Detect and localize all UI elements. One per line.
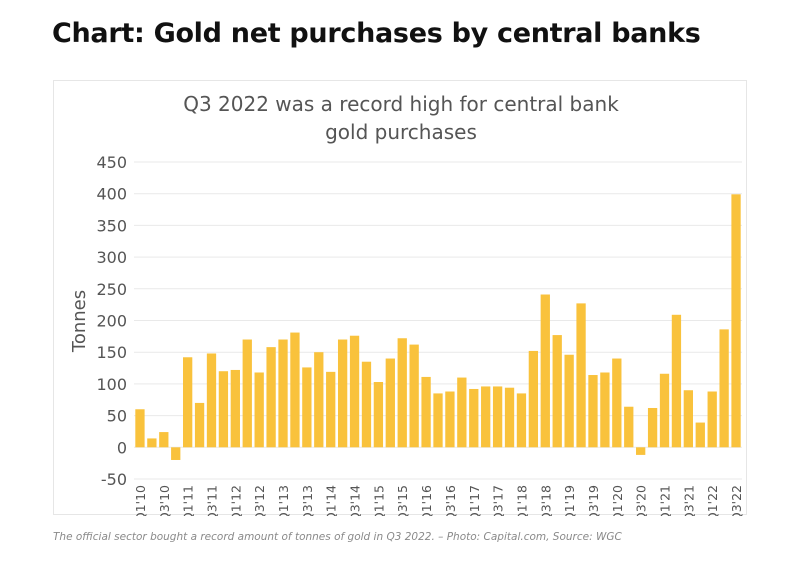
bar-Q1'17 — [469, 388, 479, 448]
bar-Q3'12 — [254, 372, 264, 448]
bar-Q4'14 — [361, 361, 372, 448]
bar-Q3'17 — [492, 386, 503, 448]
bar-Q3'16 — [445, 391, 455, 448]
x-tick-label: Q1'12 — [228, 485, 243, 516]
y-tick-label: 300 — [96, 248, 127, 267]
page-title: Chart: Gold net purchases by central ban… — [52, 18, 701, 49]
bar-Q2'12 — [242, 339, 252, 448]
bar-Q1'19 — [564, 354, 574, 448]
x-tick-label: Q3'15 — [395, 485, 410, 516]
bar-Q1'21 — [659, 373, 670, 448]
chart-title-line-2: gold purchases — [325, 120, 477, 144]
bar-Q1'13 — [278, 339, 288, 448]
bar-Q2'18 — [528, 350, 539, 448]
x-tick-label: Q3'12 — [252, 485, 267, 516]
bars-layer — [135, 194, 741, 460]
x-tick-label: Q3'14 — [348, 485, 363, 516]
bar-Q1'22 — [707, 391, 717, 448]
bar-Q3'22 — [731, 194, 741, 448]
x-tick-label: Q1'22 — [705, 485, 720, 516]
y-axis-label: Tonnes — [69, 290, 90, 353]
bar-Q2'16 — [433, 393, 443, 448]
x-tick-label: Q1'17 — [467, 485, 482, 516]
figure-caption: The official sector bought a record amou… — [53, 531, 622, 543]
bar-Q4'21 — [695, 422, 705, 448]
y-tick-label: 400 — [96, 185, 127, 204]
bar-Q2'11 — [194, 402, 205, 448]
bar-Q4'12 — [266, 347, 276, 448]
x-tick-label: Q3'22 — [729, 485, 744, 516]
bar-Q4'16 — [457, 377, 467, 448]
bar-Q2'20 — [624, 406, 634, 448]
bar-Q1'14 — [326, 371, 336, 448]
bar-Q4'10 — [171, 447, 181, 460]
bar-Q3'21 — [683, 390, 693, 448]
x-tick-label: Q1'16 — [419, 485, 434, 516]
y-tick-label: 100 — [96, 375, 127, 394]
x-tick-label: Q1'11 — [181, 485, 196, 516]
bar-Q1'10 — [135, 409, 145, 448]
bar-Q3'13 — [302, 367, 312, 448]
x-tick-label: Q3'19 — [586, 485, 601, 516]
bar-Q3'15 — [397, 338, 407, 448]
bar-Q2'10 — [147, 438, 157, 448]
bar-Q2'19 — [576, 303, 586, 448]
bar-Q3'10 — [159, 432, 169, 448]
y-tick-label: -50 — [101, 470, 127, 489]
bar-Q4'20 — [647, 407, 658, 448]
bar-Q3'20 — [636, 447, 646, 455]
x-tick-label: Q3'13 — [300, 485, 315, 516]
y-tick-label: 150 — [96, 343, 127, 362]
bar-Q1'16 — [421, 376, 431, 448]
y-tick-label: 0 — [117, 438, 127, 457]
x-tick-label: Q3'21 — [681, 485, 696, 516]
bar-Q4'13 — [314, 352, 324, 448]
x-tick-label: Q1'13 — [276, 485, 291, 516]
bar-Q2'15 — [385, 358, 395, 448]
bar-Q2'22 — [719, 329, 729, 448]
bar-Q1'15 — [373, 382, 384, 448]
x-tick-label: Q1'14 — [324, 485, 339, 516]
gold-purchases-bar-chart: Q3 2022 was a record high for central ba… — [69, 92, 744, 516]
bar-Q4'18 — [552, 335, 562, 448]
bar-Q4'15 — [409, 344, 419, 448]
x-tick-label: Q3'11 — [204, 485, 219, 516]
y-tick-label: 50 — [107, 407, 127, 426]
bar-Q3'19 — [588, 375, 598, 448]
bar-Q3'18 — [540, 294, 550, 448]
chart-title-line-1: Q3 2022 was a record high for central ba… — [183, 92, 619, 116]
bar-Q2'13 — [290, 332, 300, 448]
x-tick-label: Q3'16 — [443, 485, 458, 516]
bar-Q3'14 — [349, 335, 360, 448]
chart-frame: Q3 2022 was a record high for central ba… — [53, 80, 747, 516]
bar-Q1'12 — [230, 369, 240, 448]
bar-Q1'11 — [183, 357, 193, 448]
bar-Q4'17 — [504, 387, 515, 448]
x-tick-label: Q3'20 — [634, 485, 649, 516]
x-tick-label: Q3'18 — [538, 485, 553, 516]
x-tick-label: Q1'21 — [658, 485, 673, 516]
y-tick-labels: -50 0 50 100 150 200 250 300 350 400 450 — [96, 153, 127, 489]
bar-Q2'21 — [671, 314, 682, 448]
x-tick-label: Q1'19 — [562, 485, 577, 516]
bar-Q2'17 — [481, 386, 491, 448]
x-tick-label: Q1'18 — [514, 485, 529, 516]
bar-Q3'11 — [206, 353, 217, 448]
y-tick-label: 200 — [96, 312, 127, 331]
bar-Q1'20 — [612, 358, 622, 448]
bar-Q2'14 — [337, 339, 348, 448]
bar-Q4'19 — [600, 372, 610, 448]
bar-Q4'11 — [218, 371, 229, 448]
y-tick-label: 450 — [96, 153, 127, 172]
bar-Q1'18 — [516, 393, 527, 448]
y-tick-label: 250 — [96, 280, 127, 299]
x-tick-label: Q3'17 — [491, 485, 506, 516]
y-tick-label: 350 — [96, 216, 127, 235]
x-tick-label: Q3'10 — [157, 485, 172, 516]
x-tick-labels: Q1'10 Q3'10 Q1'11 Q3'11 Q1'12 Q3'12 Q1'13 Q3'13… — [133, 485, 744, 516]
x-tick-label: Q1'10 — [133, 485, 148, 516]
x-tick-label: Q1'15 — [371, 485, 386, 516]
x-tick-label: Q1'20 — [610, 485, 625, 516]
